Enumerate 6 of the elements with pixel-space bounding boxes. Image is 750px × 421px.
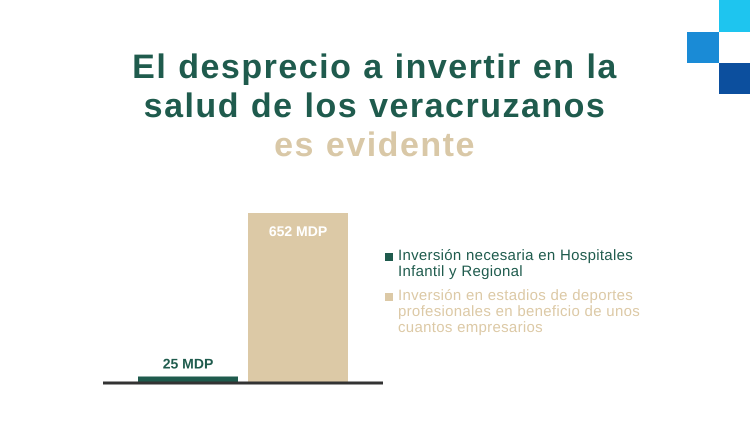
chart-subtitle: es evidente xyxy=(273,126,477,165)
legend-label: Inversión necesaria en Hospitales Infantil y Regional xyxy=(398,247,634,280)
chart-title: El desprecio a invertir en la salud de los veracruzanos xyxy=(131,48,619,126)
legend-label: Inversión en estadios de deportes profesionales en beneficio de unos cuantos empresarios xyxy=(398,287,642,336)
data-label: 652 MDP xyxy=(268,223,328,239)
data-label: 25 MDP xyxy=(162,355,214,372)
